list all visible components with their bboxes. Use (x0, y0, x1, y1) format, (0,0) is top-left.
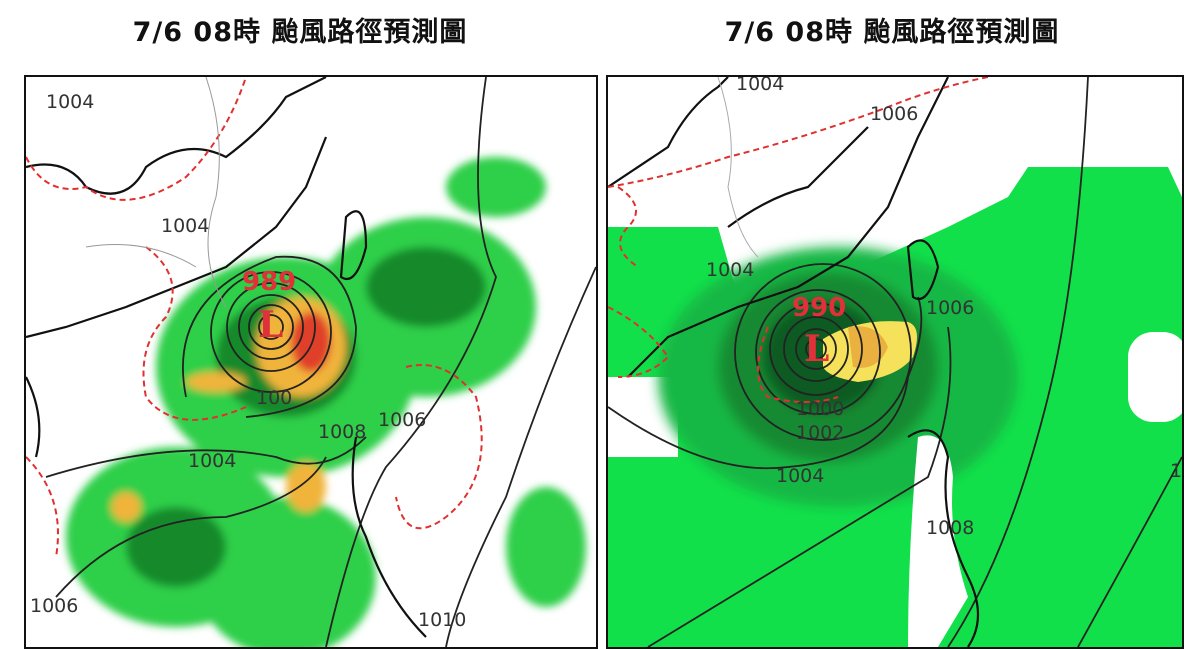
isobar-label: 1004 (776, 465, 825, 487)
isobar-label: 1006 (926, 297, 975, 319)
coastlines (608, 77, 979, 647)
land-island (908, 435, 968, 647)
left-map-graphics (26, 77, 596, 647)
coastlines (26, 77, 427, 638)
right-map-graphics (608, 77, 1182, 647)
dashed-contours (26, 77, 483, 558)
isobar-label: 1 (1170, 460, 1183, 482)
low-pressure-marker: L (804, 328, 830, 370)
left-forecast-map: 1004 1004 989 L 100 1008 1006 1004 1006 … (24, 75, 598, 649)
low-pressure-marker: L (258, 304, 284, 346)
isobars (608, 77, 1182, 647)
isobar-label: 1008 (318, 421, 367, 443)
isobars (45, 77, 596, 647)
right-panel-title: 7/6 08時 颱風路徑預測圖 (724, 17, 1060, 48)
borders (717, 77, 759, 258)
borders (85, 77, 227, 308)
isobar-label: 1000 (796, 398, 845, 420)
rain-areas (66, 157, 586, 647)
isobar-label: 1004 (706, 259, 755, 281)
isobar-label: 1004 (161, 215, 210, 237)
isobar-label: 1004 (736, 75, 785, 95)
dashed-contours (608, 77, 989, 403)
center-pressure-label: 990 (792, 293, 847, 323)
isobar-label: 1010 (418, 609, 467, 631)
left-panel-title: 7/6 08時 颱風路徑預測圖 (132, 17, 468, 48)
isobar-label: 100 (256, 387, 293, 409)
isobar-label: 1006 (378, 409, 427, 431)
isobar-label: 1004 (46, 91, 95, 113)
right-forecast-map: 1004 1006 1004 990 L 1006 1000 1002 1004… (606, 75, 1184, 649)
isobar-label: 1006 (30, 595, 79, 617)
isobar-label: 1008 (926, 517, 975, 539)
isobar-label: 1002 (796, 422, 845, 444)
center-pressure-label: 989 (242, 267, 297, 297)
isobar-label: 1006 (870, 103, 919, 125)
dry-patch (1128, 332, 1182, 422)
isobar-label: 1004 (188, 450, 237, 472)
